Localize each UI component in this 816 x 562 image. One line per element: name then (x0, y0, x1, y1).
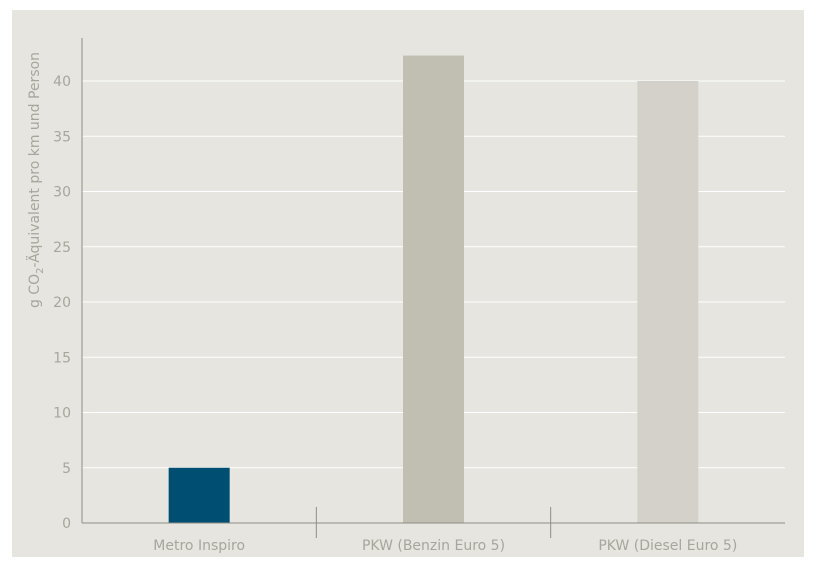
x-tick-label: PKW (Benzin Euro 5) (362, 538, 505, 554)
x-tick-marks (315, 507, 552, 538)
y-tick-label: 5 (62, 461, 71, 477)
x-tick-label: PKW (Diesel Euro 5) (598, 538, 737, 554)
x-tick-labels: Metro Inspiro PKW (Benzin Euro 5) PKW (Die… (153, 538, 737, 554)
y-axis-label-suffix: -Äquivalent pro km und Person (25, 52, 43, 268)
y-tick-label: 40 (53, 74, 71, 90)
bar (637, 81, 699, 523)
bar (403, 55, 464, 524)
bars (168, 55, 699, 524)
y-tick-label: 35 (53, 129, 71, 145)
chart-panel: 0 5 10 15 20 25 30 35 40 Metro Inspiro PKW (Benzi… (12, 10, 804, 557)
y-axis-label-prefix: g CO (27, 274, 43, 308)
y-axis-label: g CO2-Äquivalent pro km und Person (25, 52, 46, 308)
y-tick-label: 30 (53, 185, 71, 201)
bar (168, 467, 230, 523)
bar-chart: 0 5 10 15 20 25 30 35 40 Metro Inspiro PKW (Benzi… (25, 38, 785, 554)
y-tick-label: 25 (53, 240, 71, 256)
y-axis-label-subscript: 2 (35, 268, 46, 274)
x-tick-label: Metro Inspiro (153, 538, 245, 554)
y-tick-label: 0 (62, 516, 71, 532)
y-tick-label: 20 (53, 295, 71, 311)
y-tick-label: 10 (53, 406, 71, 422)
y-tick-label: 15 (53, 350, 71, 366)
y-tick-labels: 0 5 10 15 20 25 30 35 40 (53, 74, 71, 532)
